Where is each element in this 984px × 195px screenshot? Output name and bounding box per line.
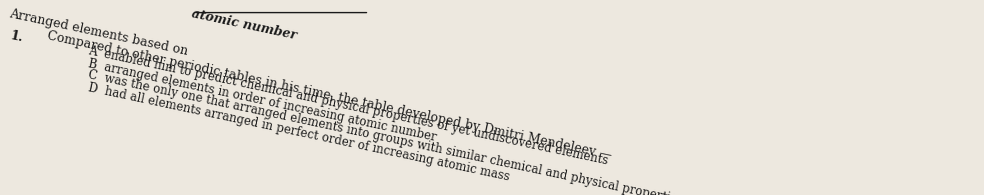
Text: B  arranged elements in order of increasing atomic number: B arranged elements in order of increasi… — [87, 57, 438, 144]
Text: D  had all elements arranged in perfect order of increasing atomic mass: D had all elements arranged in perfect o… — [87, 82, 511, 184]
Text: Compared to other periodic tables in his time, the table developed by Dmitri Men: Compared to other periodic tables in his… — [46, 29, 613, 162]
Text: A  enabled him to predict chemical and physical properties of yet undiscovered e: A enabled him to predict chemical and ph… — [87, 44, 609, 168]
Text: Arranged elements based on: Arranged elements based on — [9, 7, 194, 59]
Text: atomic number: atomic number — [190, 7, 297, 42]
Text: C  was the only one that arranged elements into groups with similar chemical and: C was the only one that arranged element… — [87, 69, 684, 195]
Text: 1.: 1. — [9, 29, 24, 44]
